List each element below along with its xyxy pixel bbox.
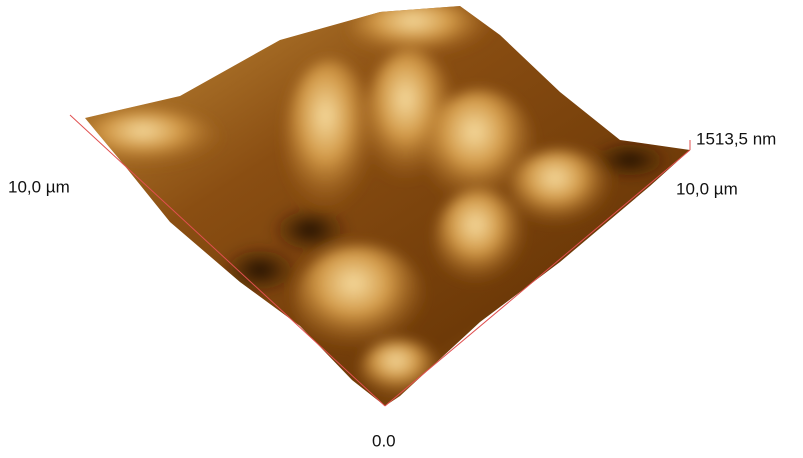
axes (69, 114, 691, 407)
x-axis-label: 10,0 µm (8, 177, 70, 196)
surface (85, 6, 690, 406)
origin-label: 0.0 (372, 431, 396, 450)
axis-line (384, 149, 691, 407)
y-axis-label: 10,0 µm (676, 179, 738, 198)
z-axis-label: 1513,5 nm (696, 129, 776, 148)
axis-line (69, 114, 386, 407)
